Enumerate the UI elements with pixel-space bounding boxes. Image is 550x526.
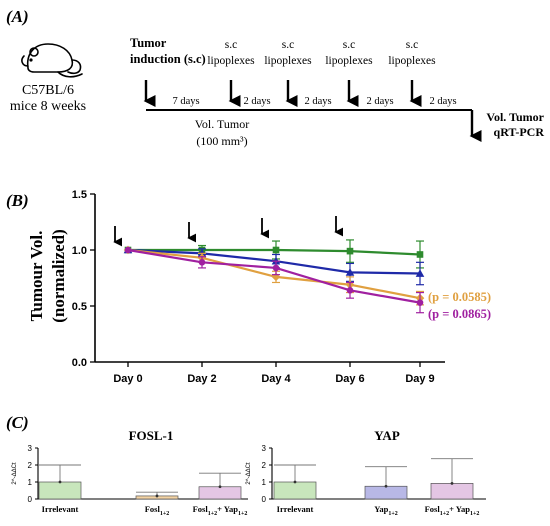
chart-yap-point-2 [450,481,454,485]
chart-b-ytick-label-3: 1.5 [72,189,87,201]
chart-b-point-3-0 [124,246,132,254]
chart-b-ytick-label-0: 0.0 [72,357,87,369]
chart-b-ylabel-line1: Tumour Vol. [27,231,46,322]
chart-yap-xlabel-1: Yap1+2 [374,504,398,517]
chart-yap-xlabel-0: Irrelevant [277,504,314,514]
interval-label-3: 2 days [366,96,393,107]
event-label-line2-4: lipoplexes [388,55,436,67]
chart-yap-bar-1 [364,485,408,500]
event-label-line1-4: s.c [406,39,418,51]
chart-b-xtick-label-2: Day 4 [261,373,291,385]
chart-b-point-3-4 [416,299,424,306]
chart-b-point-3-3 [346,287,354,294]
panel-b-label: (B) [6,191,29,210]
chart-b-point-3-2 [272,264,280,272]
chart-b-point-0-4 [416,251,424,258]
chart-yap-bar-0 [273,481,317,500]
event-labels: Tumor induction (s.c) s.c lipoplexes s.c lipo… [130,36,436,67]
chart-b-annotation-1: (p = 0.0865) [428,307,491,321]
chart-yap-ytick-label-3: 3 [262,444,267,453]
event-label-line1-0: Tumor [130,36,167,50]
chart-yap-point-1 [384,484,388,488]
chart-fosl1: FOSL-1 2^-ΔΔCt 0 1 2 3 Irrelevant Fosl1+2 Fosl1+… [12,428,248,517]
chart-fosl1-xlabel-1: Fosl1+2 [145,504,170,517]
chart-b-plot: 0.0 0.5 1.0 1.5 Day 0 Day 2 Day 4 Day 6 Day 9 (p … [72,189,491,385]
event-label-line2-3: lipoplexes [325,55,373,67]
chart-b-xtick-label-4: Day 9 [405,373,434,385]
chart-b-point-2-2 [271,272,281,282]
interval-label-2: 2 days [304,96,331,107]
chart-yap-ytick-label-0: 0 [262,495,267,504]
chart-b-point-3-1 [198,259,206,266]
event-label-line1-2: s.c [282,39,294,51]
panel-c-label: (C) [6,413,29,432]
chart-b-ytick-label-1: 0.5 [72,301,87,313]
panel-a-label: (A) [6,7,29,26]
chart-yap-xlabel-2: Fosl1+2+ Yap1+2 [425,504,480,517]
vol-tumor-value: (100 mm³) [196,134,247,148]
interval-label-4: 2 days [429,96,456,107]
interval-label-0: 7 days [172,96,199,107]
chart-yap-title: YAP [374,428,400,443]
interval-labels: 7 days 2 days 2 days 2 days 2 days [172,96,456,107]
chart-fosl1-ytick-label-2: 2 [28,461,33,470]
chart-yap-ytick-label-1: 1 [262,478,267,487]
chart-fosl1-ytick-label-3: 3 [28,444,33,453]
event-arrows [143,80,482,142]
mouse-age: mice 8 weeks [10,99,86,114]
event-label-line2-2: lipoplexes [264,55,312,67]
chart-b-point-1-4 [415,269,425,277]
chart-fosl1-point-1 [155,494,159,498]
endpoint-line1: Vol. Tumor [486,110,544,124]
chart-yap-ylabel: 2^-ΔΔCt [246,462,252,484]
chart-fosl1-ytick-label-0: 0 [28,495,33,504]
mouse-icon [21,43,83,78]
event-label-line2-0: induction (s.c) [130,52,206,66]
chart-fosl1-point-2 [218,485,222,489]
chart-b-xtick-label-3: Day 6 [335,373,364,385]
event-label-line1-1: s.c [225,39,237,51]
chart-b-annotation-0: (p = 0.0585) [428,290,491,304]
chart-fosl1-xlabel-0: Irrelevant [42,504,79,514]
chart-b-point-0-2 [272,246,280,254]
chart-yap-bar-2 [430,483,474,500]
chart-yap: YAP 2^-ΔΔCt 0 1 2 3 Irrelevant Yap1+2 Fosl1+2+ Y… [246,428,486,517]
chart-yap-point-0 [293,480,297,484]
chart-fosl1-point-0 [58,480,62,484]
panel-b: (B) Tumour Vol. (normalized) 0.0 0.5 1.0 1.… [6,189,491,385]
chart-b-point-1-3 [345,268,355,276]
chart-fosl1-ylabel: 2^-ΔΔCt [12,462,18,484]
event-label-line2-1: lipoplexes [207,55,255,67]
chart-b-xtick-label-0: Day 0 [113,373,142,385]
endpoint-line2: qRT-PCR [494,125,545,139]
panel-a: (A) C57BL/6 mice 8 weeks Tumor induction … [6,7,545,148]
chart-fosl1-bar-2 [198,486,242,500]
panel-c: (C) FOSL-1 2^-ΔΔCt 0 1 2 3 Irrelevant Fosl1+2 Fo… [6,413,486,517]
chart-fosl1-ytick-label-1: 1 [28,478,33,487]
chart-fosl1-title: FOSL-1 [129,428,174,443]
interval-label-1: 2 days [243,96,270,107]
chart-b-series-3 [124,246,424,314]
chart-yap-ytick-label-2: 2 [262,461,267,470]
event-label-line1-3: s.c [343,39,355,51]
chart-b-ytick-label-2: 1.0 [72,245,87,257]
chart-fosl1-bar-0 [38,481,82,500]
chart-fosl1-xlabel-2: Fosl1+2+ Yap1+2 [193,504,248,517]
vol-tumor-label: Vol. Tumor [195,117,249,131]
chart-b-ylabel-line2: (normalized) [49,229,68,322]
mouse-strain: C57BL/6 [22,83,74,98]
chart-b-point-0-3 [346,247,354,255]
chart-b-xtick-label-1: Day 2 [187,373,216,385]
